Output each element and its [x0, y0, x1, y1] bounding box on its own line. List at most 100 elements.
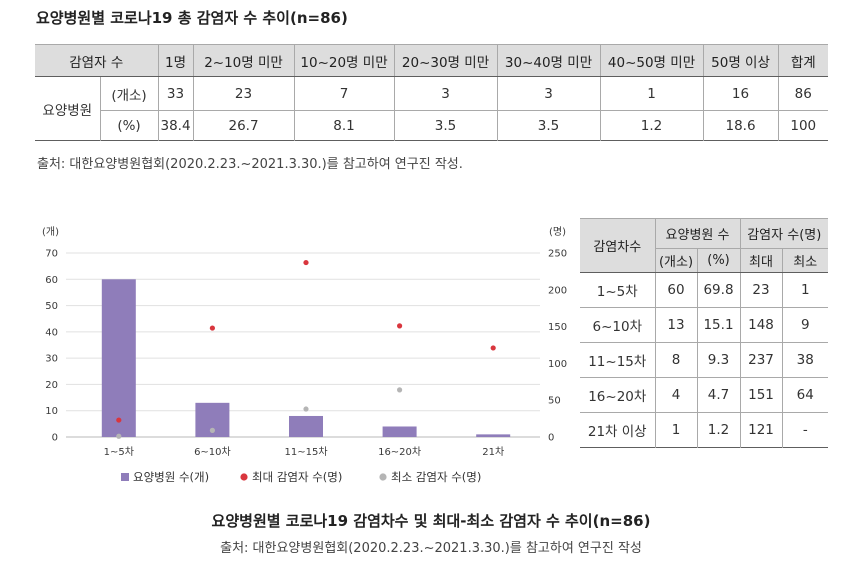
right-axis-tick-label: 150 [548, 322, 567, 333]
summary-cell: 8.1 [293, 110, 395, 141]
hospital-count-header: 요양병원 수 [654, 218, 740, 249]
min-infected-cell: - [781, 412, 829, 448]
right-axis-tick-label: 250 [548, 249, 567, 260]
left-axis-tick-label: 20 [45, 380, 58, 391]
summary-source-note: 출처: 대한요양병원협회(2020.2.23.~2021.3.30.)를 참고하… [37, 157, 463, 172]
x-axis-category-label: 11~15차 [284, 446, 327, 458]
x-axis-category-label: 16~20차 [378, 446, 421, 458]
min-infected-point [397, 387, 403, 393]
min-infected-header: 최소 [781, 248, 829, 273]
max-infected-cell: 151 [739, 377, 782, 413]
figure-source-note: 출처: 대한요양병원협회(2020.2.23.~2021.3.30.)를 참고하… [220, 541, 642, 556]
min-infected-cell: 9 [781, 307, 829, 343]
round-cell: 21차 이상 [580, 412, 655, 448]
max-infected-point [490, 345, 496, 351]
hospital-percent-cell: 69.8 [696, 272, 740, 308]
infected-count-header: 감염자 수(명) [739, 218, 829, 249]
summary-column-header: 20~30명 미만 [393, 44, 498, 77]
infection-row: 11~15차 8 9.3 237 38 [580, 342, 829, 378]
summary-cell: 3.5 [496, 110, 601, 141]
right-axis-tick-label: 0 [548, 433, 554, 444]
summary-cell: 1 [599, 76, 704, 111]
summary-row-unit: (개소) [99, 76, 159, 111]
hospital-percent-cell: 4.7 [696, 377, 740, 413]
summary-column-header: 2~10명 미만 [192, 44, 295, 77]
min-infected-cell: 1 [781, 272, 829, 308]
round-cell: 16~20차 [580, 377, 655, 413]
infection-row: 16~20차 4 4.7 151 64 [580, 377, 829, 413]
max-infected-point [397, 323, 403, 329]
summary-cell: 7 [293, 76, 395, 111]
legend-min-infected-swatch [379, 473, 387, 481]
left-axis-tick-label: 0 [52, 433, 58, 444]
hospital-count-cell: 8 [654, 342, 697, 378]
infection-table-body: 1~5차 60 69.8 23 1 6~10차 13 15.1 148 9 11… [580, 272, 829, 448]
summary-column-header: 30~40명 미만 [496, 44, 601, 77]
max-infected-point [116, 417, 122, 423]
right-axis-tick-label: 50 [548, 396, 561, 407]
x-axis-category-label: 6~10차 [194, 446, 231, 458]
summary-cell: 18.6 [702, 110, 779, 141]
right-axis-tick-label: 200 [548, 285, 567, 296]
max-infected-header: 최대 [739, 248, 782, 273]
summary-row-unit: (%) [99, 110, 159, 141]
round-header: 감염차수 [580, 218, 655, 273]
x-axis-category-label: 21차 [482, 446, 504, 458]
hospital-count-cell: 4 [654, 377, 697, 413]
left-axis-tick-label: 70 [45, 249, 58, 260]
summary-cell: 38.4 [157, 110, 194, 141]
hospital-percent-cell: 15.1 [696, 307, 740, 343]
min-infected-cell: 64 [781, 377, 829, 413]
combo-chart: 0 10 20 30 40 50 60 70 0 50 100 150 200 250 (개) (명) 1~5차… [42, 226, 567, 484]
infection-subheader-row: (개소) (%) 최대 최소 [580, 248, 829, 273]
max-infected-cell: 237 [739, 342, 782, 378]
min-infected-point [303, 406, 309, 412]
infection-round-table: 감염차수 요양병원 수 감염자 수(명) (개소) (%) 최대 최소 1~5차… [580, 218, 829, 448]
hospital-count-bar [476, 434, 511, 437]
min-infected-cell: 38 [781, 342, 829, 378]
min-infected-point [209, 427, 215, 433]
left-axis-tick-label: 40 [45, 327, 58, 338]
summary-corner-header: 감염자 수 [35, 44, 159, 77]
left-axis-tick-label: 10 [45, 406, 58, 417]
page-title: 요양병원별 코로나19 총 감염자 수 추이(n=86) [36, 9, 348, 27]
summary-cell: 86 [777, 76, 829, 111]
round-cell: 11~15차 [580, 342, 655, 378]
summary-row-count: 요양병원 (개소) 33 23 7 3 3 1 16 86 [35, 76, 829, 141]
summary-cell: 1.2 [599, 110, 704, 141]
summary-table-header: 감염자 수 1명 2~10명 미만 10~20명 미만 20~30명 미만 30… [35, 44, 829, 77]
legend-max-infected-label: 최대 감염자 수(명) [252, 470, 342, 484]
summary-column-header: 40~50명 미만 [599, 44, 704, 77]
hospital-percent-header: (%) [696, 248, 740, 273]
hospital-percent-cell: 1.2 [696, 412, 740, 448]
summary-row-group-label: 요양병원 [35, 76, 100, 141]
hospital-count-unit-header: (개소) [654, 248, 697, 273]
right-axis-unit-label: (명) [549, 226, 566, 238]
infection-row: 21차 이상 1 1.2 121 - [580, 412, 829, 448]
summary-table: 감염자 수 1명 2~10명 미만 10~20명 미만 20~30명 미만 30… [35, 44, 829, 141]
hospital-count-cell: 13 [654, 307, 697, 343]
left-axis-tick-label: 50 [45, 301, 58, 312]
hospital-count-bar [382, 426, 417, 437]
left-axis-unit-label: (개) [42, 226, 59, 238]
summary-header-row: 감염자 수 1명 2~10명 미만 10~20명 미만 20~30명 미만 30… [35, 44, 829, 77]
legend-hospital-count-swatch [121, 473, 129, 481]
left-axis-tick-label: 60 [45, 275, 58, 286]
x-axis-category-label: 1~5차 [104, 446, 134, 458]
figure-caption: 요양병원별 코로나19 감염차수 및 최대-최소 감염자 수 추이(n=86) [211, 512, 651, 530]
summary-column-header: 합계 [777, 44, 829, 77]
summary-column-header: 10~20명 미만 [293, 44, 395, 77]
summary-cell: 3.5 [393, 110, 498, 141]
hospital-count-cell: 60 [654, 272, 697, 308]
max-infected-cell: 148 [739, 307, 782, 343]
summary-cell: 23 [192, 76, 295, 111]
summary-cell: 26.7 [192, 110, 295, 141]
hospital-count-cell: 1 [654, 412, 697, 448]
max-infected-point [303, 259, 309, 266]
summary-column-header: 1명 [157, 44, 194, 77]
min-infected-point [116, 433, 122, 439]
hospital-percent-cell: 9.3 [696, 342, 740, 378]
summary-row-percent: (%) 38.4 26.7 8.1 3.5 3.5 1.2 18.6 100 [35, 110, 829, 141]
legend-max-infected-swatch [240, 473, 248, 481]
legend-min-infected-label: 최소 감염자 수(명) [391, 470, 481, 484]
